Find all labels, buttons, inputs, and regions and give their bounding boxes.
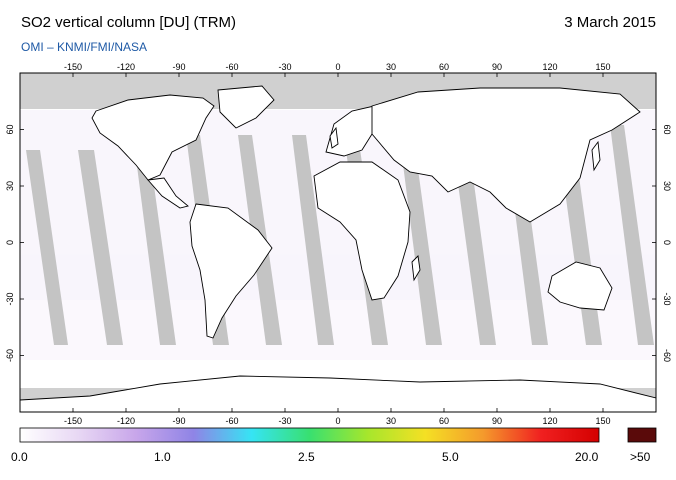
africa bbox=[313, 161, 411, 301]
lon-tick-label-bottom: 120 bbox=[542, 416, 557, 426]
japan bbox=[591, 140, 601, 172]
longitude-ticks-top: -150 -120 -90 -60 -30 0 30 60 90 120 150 bbox=[64, 62, 611, 77]
colorbar-label-0: 0.0 bbox=[11, 450, 28, 464]
antarctica bbox=[20, 375, 656, 412]
lon-tick-label-bottom: 90 bbox=[492, 416, 502, 426]
lon-tick-label-top: -60 bbox=[225, 62, 238, 72]
colorbar-label-3: 5.0 bbox=[442, 450, 459, 464]
lon-tick-label-top: 60 bbox=[439, 62, 449, 72]
map-date: 3 March 2015 bbox=[564, 14, 656, 31]
lon-tick-label-top: -90 bbox=[172, 62, 185, 72]
lat-tick-label-right: 30 bbox=[662, 181, 672, 191]
lon-tick-label-top: 150 bbox=[595, 62, 610, 72]
continents bbox=[20, 85, 656, 412]
asia bbox=[371, 87, 641, 223]
colorbar-label-2: 2.5 bbox=[298, 450, 315, 464]
lon-tick-label-top: -120 bbox=[117, 62, 135, 72]
lat-tick-label-left: 0 bbox=[5, 240, 15, 245]
lon-tick-label-bottom: 150 bbox=[595, 416, 610, 426]
lon-tick-label-bottom: 0 bbox=[335, 416, 340, 426]
lon-tick-label-bottom: -90 bbox=[172, 416, 185, 426]
central-america bbox=[147, 177, 189, 209]
longitude-ticks-bottom: -150 -120 -90 -60 -30 0 30 60 90 120 150 bbox=[64, 408, 611, 426]
lon-tick-label-bottom: -120 bbox=[117, 416, 135, 426]
lat-tick-label-right: 0 bbox=[662, 240, 672, 245]
lat-tick-label-left: -30 bbox=[5, 292, 15, 305]
lon-tick-label-top: -150 bbox=[64, 62, 82, 72]
lon-tick-label-top: -30 bbox=[278, 62, 291, 72]
map-body bbox=[20, 73, 656, 412]
lon-tick-label-top: 90 bbox=[492, 62, 502, 72]
australia bbox=[547, 261, 613, 311]
colorbar-overflow-label: >50 bbox=[630, 450, 651, 464]
colorbar bbox=[19, 427, 600, 443]
madagascar bbox=[411, 255, 421, 282]
lon-tick-label-bottom: -30 bbox=[278, 416, 291, 426]
lon-tick-label-top: 0 bbox=[335, 62, 340, 72]
colorbar-label-4: 20.0 bbox=[575, 450, 599, 464]
lon-tick-label-top: 120 bbox=[542, 62, 557, 72]
south-america bbox=[189, 203, 273, 339]
lat-tick-label-right: 60 bbox=[662, 124, 672, 134]
latitude-ticks-right: 60 30 0 -30 -60 bbox=[652, 124, 672, 362]
lon-tick-label-top: 30 bbox=[386, 62, 396, 72]
colorbar-label-1: 1.0 bbox=[154, 450, 171, 464]
uk bbox=[329, 126, 339, 149]
lat-tick-label-left: 30 bbox=[5, 181, 15, 191]
north-america bbox=[91, 94, 215, 181]
data-credit: OMI – KNMI/FMI/NASA bbox=[21, 40, 148, 54]
lat-tick-label-left: -60 bbox=[5, 349, 15, 362]
lon-tick-label-bottom: -60 bbox=[225, 416, 238, 426]
lon-tick-label-bottom: -150 bbox=[64, 416, 82, 426]
lon-tick-label-bottom: 60 bbox=[439, 416, 449, 426]
colorbar-overflow-swatch bbox=[627, 427, 657, 443]
lat-tick-label-right: -30 bbox=[662, 292, 672, 305]
latitude-ticks-left: 60 30 0 -30 -60 bbox=[5, 124, 24, 362]
lat-tick-label-right: -60 bbox=[662, 349, 672, 362]
greenland bbox=[217, 85, 275, 129]
lon-tick-label-bottom: 30 bbox=[386, 416, 396, 426]
map-title: SO2 vertical column [DU] (TRM) bbox=[21, 14, 237, 31]
lat-tick-label-left: 60 bbox=[5, 124, 15, 134]
